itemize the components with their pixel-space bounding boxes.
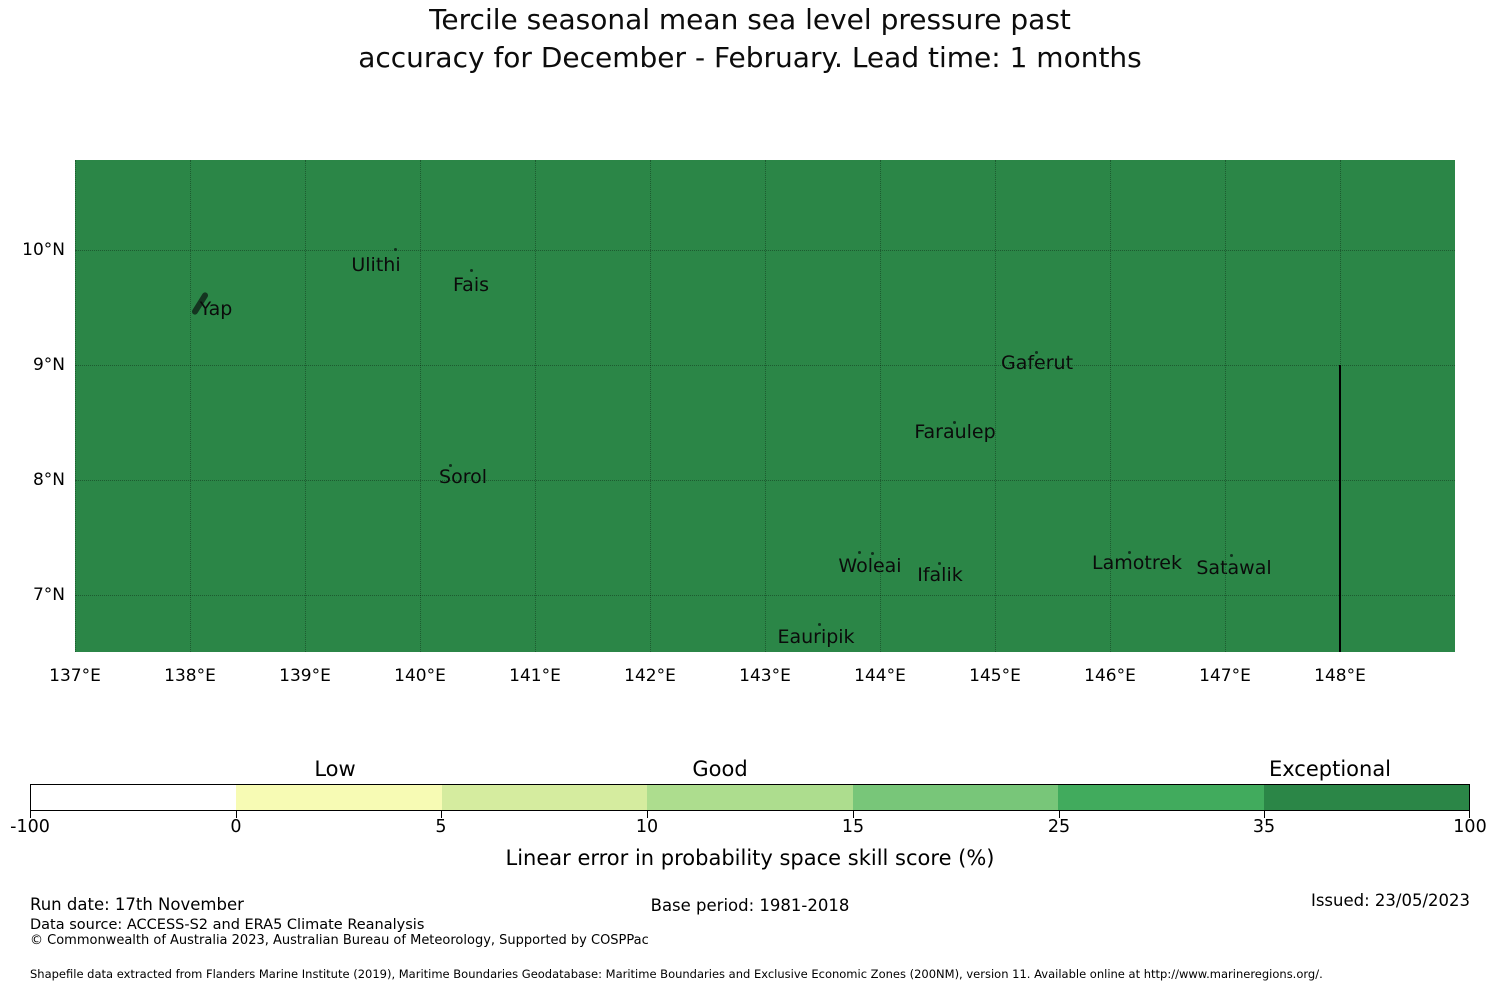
gridline-vertical	[880, 160, 881, 652]
island-label-lamotrek: Lamotrek	[1092, 552, 1182, 574]
eauripik-island-dot	[818, 623, 821, 626]
gridline-vertical	[535, 160, 536, 652]
lon-tick-148e: 148°E	[1314, 666, 1366, 686]
woleai-island-dot	[858, 551, 861, 554]
colorbar-tick-label: 15	[841, 817, 865, 837]
gridline-horizontal	[75, 480, 1455, 481]
colorbar-tick-label: 100	[1453, 817, 1487, 837]
lon-tick-139e: 139°E	[279, 666, 331, 686]
fais-island-dot	[470, 269, 473, 272]
island-label-woleai: Woleai	[838, 555, 902, 577]
gridline-horizontal	[75, 365, 1455, 366]
island-label-satawal: Satawal	[1196, 557, 1272, 579]
sorol-island-dot	[449, 464, 452, 467]
colorbar-tick	[30, 811, 32, 818]
gridline-vertical	[190, 160, 191, 652]
gridline-vertical	[1110, 160, 1111, 652]
colorbar-segment	[852, 785, 1059, 810]
island-label-fais: Fais	[452, 274, 490, 296]
gridline-vertical	[650, 160, 651, 652]
island-label-eauripik: Eauripik	[777, 626, 855, 648]
satawal-island-dot	[1230, 554, 1233, 557]
colorbar-segment	[31, 785, 237, 810]
lon-tick-137e: 137°E	[49, 666, 101, 686]
colorbar-segment	[1058, 785, 1264, 810]
base-period-text: Base period: 1981-2018	[650, 896, 850, 915]
gridline-vertical	[420, 160, 421, 652]
gridline-vertical	[995, 160, 996, 652]
colorbar-tick-label: 25	[1047, 817, 1071, 837]
colorbar-tick-label: 35	[1252, 817, 1276, 837]
woleai-island-dot	[871, 552, 874, 555]
gridline-horizontal	[75, 595, 1455, 596]
lon-tick-140e: 140°E	[394, 666, 446, 686]
colorbar-segment	[236, 785, 442, 810]
gridline-horizontal	[75, 250, 1455, 251]
ulithi-island-dot	[394, 248, 397, 251]
island-label-ulithi: Ulithi	[351, 254, 401, 276]
gridline-vertical	[305, 160, 306, 652]
lon-tick-138e: 138°E	[164, 666, 216, 686]
gaferut-island-dot	[1035, 351, 1038, 354]
colorbar-segment	[441, 785, 648, 810]
colorbar-class-low: Low	[314, 757, 356, 781]
lon-tick-141e: 141°E	[509, 666, 561, 686]
colorbar-tick-label: -100	[10, 817, 50, 837]
lon-tick-146e: 146°E	[1084, 666, 1136, 686]
lon-tick-145e: 145°E	[969, 666, 1021, 686]
colorbar-tick-label: 5	[435, 817, 447, 837]
copyright-text: © Commonwealth of Australia 2023, Austra…	[30, 933, 649, 948]
gridline-vertical	[765, 160, 766, 652]
gridline-vertical	[75, 160, 76, 652]
colorbar-class-good: Good	[692, 757, 748, 781]
colorbar-tick	[1469, 811, 1471, 818]
lat-tick-7n: 7°N	[32, 585, 65, 605]
colorbar-tick	[1059, 811, 1061, 818]
island-label-gaferut: Gaferut	[1000, 352, 1074, 374]
island-label-yap: Yap	[199, 298, 233, 320]
island-label-ifalik: Ifalik	[917, 564, 963, 586]
lamotrek-island-dot	[1128, 551, 1131, 554]
colorbar-tick	[236, 811, 238, 818]
shapefile-attribution-text: Shapefile data extracted from Flanders M…	[30, 967, 1323, 981]
lon-tick-144e: 144°E	[854, 666, 906, 686]
island-label-sorol: Sorol	[439, 466, 487, 488]
colorbar-tick	[853, 811, 855, 818]
colorbar-axis-label: Linear error in probability space skill …	[505, 846, 995, 870]
chart-title-line-1: Tercile seasonal mean sea level pressure…	[429, 3, 1071, 36]
colorbar-segment	[647, 785, 853, 810]
maritime-boundary-line	[1339, 365, 1341, 652]
colorbar	[30, 784, 1470, 811]
lon-tick-142e: 142°E	[624, 666, 676, 686]
map-plot-area: Yap Ulithi Fais Sorol Gaferut Faraulep W…	[75, 160, 1455, 652]
chart-title-line-2: accuracy for December - February. Lead t…	[358, 41, 1142, 74]
ifalik-island-dot	[938, 562, 941, 565]
colorbar-segment	[1263, 785, 1469, 810]
run-date-text: Run date: 17th November	[30, 895, 244, 914]
gridline-vertical	[1225, 160, 1226, 652]
colorbar-class-exceptional: Exceptional	[1268, 757, 1392, 781]
lon-tick-147e: 147°E	[1199, 666, 1251, 686]
faraulep-island-dot	[953, 421, 956, 424]
lat-tick-8n: 8°N	[32, 470, 65, 490]
lat-tick-10n: 10°N	[22, 240, 65, 260]
lat-tick-9n: 9°N	[32, 355, 65, 375]
issued-date-text: Issued: 23/05/2023	[1310, 891, 1470, 910]
lon-tick-143e: 143°E	[739, 666, 791, 686]
colorbar-tick-label: 0	[230, 817, 242, 837]
island-label-faraulep: Faraulep	[914, 421, 996, 443]
colorbar-tick-label: 10	[635, 817, 659, 837]
colorbar-tick	[1264, 811, 1266, 818]
data-source-text: Data source: ACCESS-S2 and ERA5 Climate …	[30, 917, 425, 933]
colorbar-tick	[647, 811, 649, 818]
colorbar-tick	[441, 811, 443, 818]
